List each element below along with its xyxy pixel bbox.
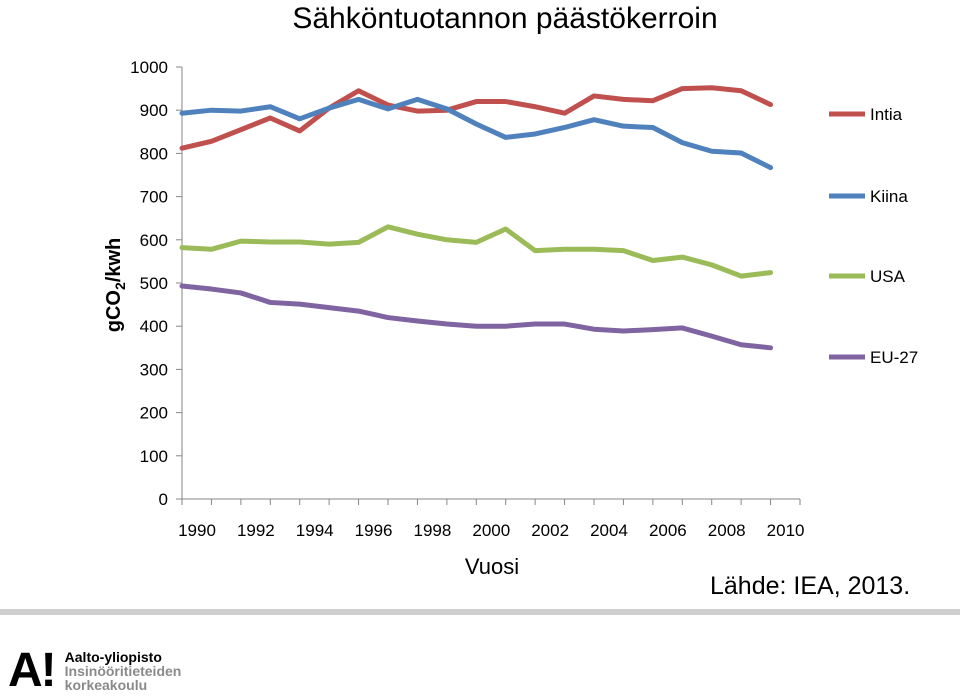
aalto-logo-text: Aalto-yliopisto Insinööritieteiden korke…	[65, 650, 182, 692]
x-tick-label: 1994	[296, 521, 334, 540]
x-axis-title: Vuosi	[465, 554, 519, 579]
x-tick-label: 1990	[178, 521, 216, 540]
y-tick-label: 100	[140, 447, 168, 466]
y-tick-label: 1000	[130, 58, 168, 77]
aalto-logo-mark: A!	[8, 644, 57, 697]
source-note: Lähde: IEA, 2013.	[710, 572, 911, 600]
chart-legend: Intia Kiina USA EU-27	[829, 105, 918, 367]
line-chart: Sähköntuotannon päästökerroin 0 100 200 300…	[103, 2, 918, 579]
footer-divider	[0, 609, 960, 615]
series-lines	[179, 85, 774, 351]
y-tick-label: 500	[140, 274, 168, 293]
x-tick-label: 2002	[531, 521, 569, 540]
chart-axes: 0 100 200 300 400 500 600 700 800 900 1000 1990 1992…	[130, 58, 804, 540]
series-line-kiina	[179, 96, 774, 171]
legend-label-intia: Intia	[870, 105, 903, 124]
logo-line-school-1: Insinööritieteiden	[64, 663, 182, 679]
logo-line-university: Aalto-yliopisto	[64, 649, 162, 665]
x-tick-label: 2000	[472, 521, 510, 540]
y-axis-title-subscript: 2	[112, 282, 128, 290]
x-tick-label: 1996	[355, 521, 393, 540]
y-axis-title-tail: /kwh	[103, 238, 125, 282]
x-tick-label: 1992	[237, 521, 275, 540]
y-tick-label: 200	[140, 404, 168, 423]
legend-label-eu-27: EU-27	[870, 348, 918, 367]
legend-label-usa: USA	[870, 267, 906, 286]
series-line-eu-27	[179, 283, 774, 351]
y-tick-label: 800	[140, 144, 168, 163]
series-line-intia	[179, 85, 774, 151]
y-tick-label: 400	[140, 317, 168, 336]
legend-label-kiina: Kiina	[870, 187, 908, 206]
x-tick-label: 2006	[649, 521, 687, 540]
aalto-logo: A! Aalto-yliopisto Insinööritieteiden ko…	[8, 644, 182, 697]
y-tick-label: 600	[140, 231, 168, 250]
y-axis-title: gCO2/kwh	[103, 238, 128, 332]
chart-title: Sähköntuotannon päästökerroin	[292, 2, 717, 35]
x-tick-label: 2008	[708, 521, 746, 540]
y-tick-label: 300	[140, 360, 168, 379]
x-tick-label: 1998	[414, 521, 452, 540]
y-tick-label: 0	[159, 490, 168, 509]
y-axis-title-main: gCO	[103, 290, 125, 332]
logo-line-school-2: korkeakoulu	[64, 677, 148, 693]
y-tick-label: 700	[140, 188, 168, 207]
x-tick-label: 2004	[590, 521, 628, 540]
y-tick-label: 900	[140, 101, 168, 120]
x-tick-label: 2010	[767, 521, 805, 540]
series-line-usa	[179, 224, 774, 279]
